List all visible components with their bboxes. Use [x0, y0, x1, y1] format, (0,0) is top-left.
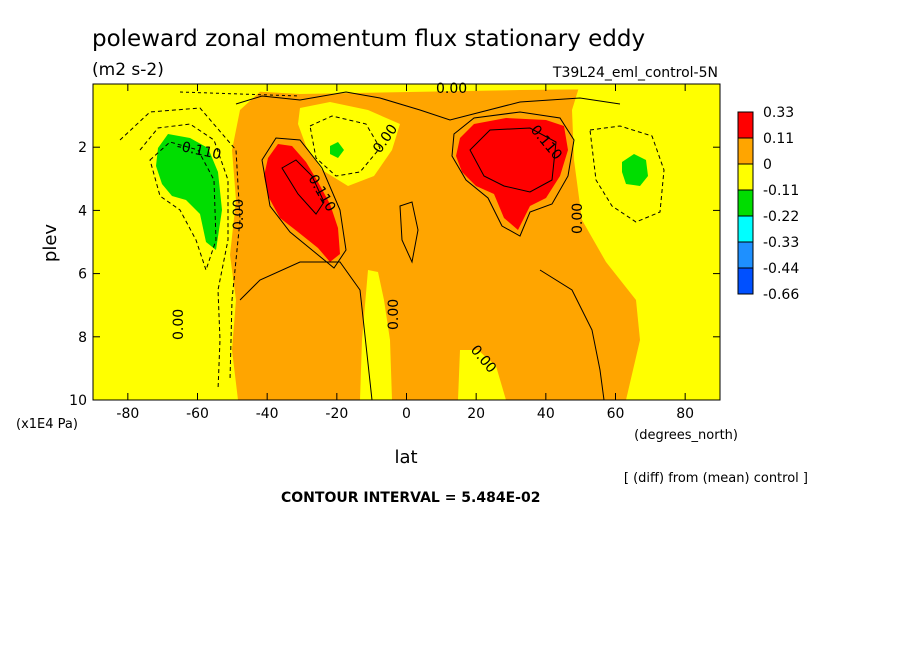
x-tick-label: 40 — [537, 406, 555, 422]
contour-label: 0.00 — [386, 299, 402, 330]
x-axis-units: (degrees_north) — [634, 428, 738, 443]
legend-swatch — [737, 111, 754, 139]
field-positive-strong-sh — [264, 144, 340, 262]
colorbar-legend: 0.33 0.11 0 -0.11 -0.22 -0.33 -0.44 -0.66 — [737, 105, 799, 303]
x-tick-label: -60 — [186, 406, 209, 422]
y-tick-label: 8 — [78, 330, 87, 346]
y-tick-label: 2 — [78, 140, 87, 156]
contour-lines — [119, 91, 665, 400]
legend-label: 0 — [763, 157, 772, 173]
units-label: (m2 s-2) — [92, 60, 164, 80]
legend-label: -0.33 — [763, 235, 799, 251]
x-tick-label: 60 — [607, 406, 625, 422]
contour-label: 0.00 — [570, 203, 586, 234]
plot-area — [93, 84, 720, 400]
contour-label: 0.00 — [171, 309, 187, 340]
legend-swatch — [737, 137, 754, 165]
x-axis-label: lat — [394, 447, 417, 468]
y-axis-label: plev — [40, 224, 61, 263]
x-axis: -80 -60 -40 -20 0 20 40 60 80 — [116, 84, 694, 422]
x-tick-label: -20 — [325, 406, 348, 422]
legend-label: -0.44 — [763, 261, 799, 277]
legend-swatch — [737, 241, 754, 269]
footnote: [ (diff) from (mean) control ] — [624, 471, 808, 486]
x-tick-label: 0 — [402, 406, 411, 422]
x-tick-label: 20 — [467, 406, 485, 422]
y-tick-label: 6 — [78, 267, 87, 283]
contour-label: 0.00 — [231, 199, 247, 230]
legend-swatch — [737, 215, 754, 243]
field-positive-strong-nh — [456, 118, 568, 230]
x-tick-label: -40 — [256, 406, 279, 422]
field-negative-nh-high-lat — [572, 84, 720, 400]
legend-label: 0.33 — [763, 105, 794, 121]
chart-title: poleward zonal momentum flux stationary … — [92, 26, 645, 52]
legend-swatch — [737, 189, 754, 217]
contour-label: 0.00 — [436, 81, 467, 97]
legend-swatch — [737, 163, 754, 191]
contour-interval-label: CONTOUR INTERVAL = 5.484E-02 — [281, 490, 540, 506]
legend-label: 0.11 — [763, 131, 794, 147]
legend-label: -0.66 — [763, 287, 799, 303]
field-negative-strong-nh — [622, 154, 648, 186]
y-tick-label: 4 — [78, 203, 87, 219]
legend-label: -0.11 — [763, 183, 799, 199]
experiment-label: T39L24_eml_control-5N — [552, 65, 718, 81]
legend-label: -0.22 — [763, 209, 799, 225]
field-negative-30n-tongue — [458, 350, 506, 400]
field-negative-strong-sh-mid — [330, 142, 344, 158]
x-tick-label: 80 — [676, 406, 694, 422]
y-tick-label: 10 — [69, 393, 87, 409]
legend-swatch — [737, 267, 754, 295]
contour-top-dashed — [179, 91, 301, 97]
x-tick-label: -80 — [116, 406, 139, 422]
field-negative-sh-high-lat — [93, 84, 262, 400]
y-axis-units: (x1E4 Pa) — [16, 417, 78, 432]
field-negative-sh-mid — [298, 102, 400, 186]
y-axis: 2 4 6 8 10 — [69, 140, 720, 409]
